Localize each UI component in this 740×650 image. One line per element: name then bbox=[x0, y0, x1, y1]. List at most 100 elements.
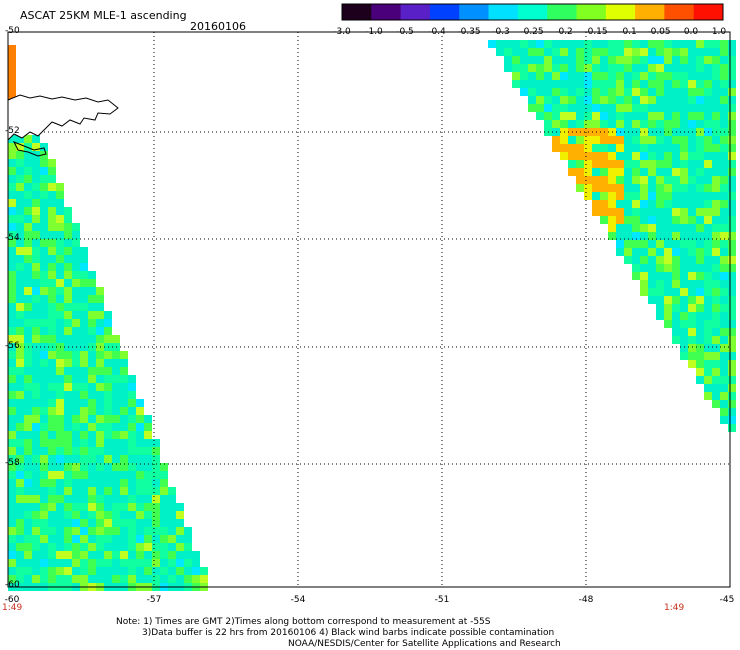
swath-cell bbox=[104, 383, 112, 391]
swath-cell bbox=[672, 336, 680, 344]
swath-cell bbox=[632, 216, 640, 224]
swath-cell bbox=[80, 431, 88, 439]
swath-cell bbox=[664, 192, 672, 200]
swath-cell bbox=[72, 231, 80, 239]
swath-cell bbox=[16, 479, 24, 487]
swath-cell bbox=[128, 391, 136, 399]
swath-cell bbox=[632, 120, 640, 128]
swath-cell bbox=[512, 80, 520, 88]
swath-cell bbox=[520, 64, 528, 72]
falkland-islands-coastline-2 bbox=[12, 141, 47, 157]
swath-cell bbox=[688, 352, 696, 360]
swath-cell bbox=[608, 136, 616, 144]
swath-cell bbox=[72, 279, 80, 287]
swath-cell bbox=[8, 207, 16, 215]
swath-cell bbox=[24, 199, 32, 207]
swath-cell bbox=[80, 551, 88, 559]
swath-cell bbox=[656, 248, 664, 256]
swath-cell bbox=[704, 392, 712, 400]
swath-cell bbox=[48, 519, 56, 527]
swath-cell bbox=[672, 184, 680, 192]
swath-cell bbox=[88, 303, 96, 311]
colorbar-label: -0.4 bbox=[428, 27, 446, 37]
swath-cell bbox=[96, 415, 104, 423]
swath-cell bbox=[48, 399, 56, 407]
swath-cell bbox=[608, 160, 616, 168]
swath-cell bbox=[88, 519, 96, 527]
swath-cell bbox=[520, 88, 528, 96]
swath-cell bbox=[624, 144, 632, 152]
swath-cell bbox=[80, 391, 88, 399]
swath-cell bbox=[152, 575, 160, 583]
swath-cell bbox=[72, 303, 80, 311]
swath-cell bbox=[96, 303, 104, 311]
swath-cell bbox=[96, 575, 104, 583]
swath-cell bbox=[16, 367, 24, 375]
swath-cell bbox=[8, 135, 16, 143]
swath-cell bbox=[56, 567, 64, 575]
swath-cell bbox=[64, 551, 72, 559]
swath-cell bbox=[728, 200, 736, 208]
swath-cell bbox=[592, 176, 600, 184]
swath-cell bbox=[80, 527, 88, 535]
swath-cell bbox=[64, 359, 72, 367]
swath-cell bbox=[648, 248, 656, 256]
swath-cell bbox=[712, 56, 720, 64]
swath-cell bbox=[608, 192, 616, 200]
swath-cell bbox=[584, 104, 592, 112]
swath-cell bbox=[48, 431, 56, 439]
lon-label: -48 bbox=[578, 595, 594, 605]
swath-cell bbox=[176, 551, 184, 559]
swath-cell bbox=[32, 503, 40, 511]
swath-cell bbox=[528, 104, 536, 112]
swath-cell bbox=[688, 96, 696, 104]
swath-cell bbox=[608, 200, 616, 208]
swath-cell bbox=[16, 559, 24, 567]
swath-cell bbox=[72, 399, 80, 407]
swath-cell bbox=[696, 200, 704, 208]
swath-cell bbox=[16, 519, 24, 527]
swath-cell bbox=[552, 144, 560, 152]
swath-cell bbox=[88, 455, 96, 463]
swath-cell bbox=[664, 40, 672, 48]
swath-cell bbox=[16, 463, 24, 471]
swath-cell bbox=[104, 463, 112, 471]
swath-cell bbox=[688, 176, 696, 184]
swath-cell bbox=[8, 175, 16, 183]
swath-cell bbox=[16, 327, 24, 335]
swath-cell bbox=[32, 543, 40, 551]
swath-cell bbox=[72, 271, 80, 279]
swath-cell bbox=[96, 527, 104, 535]
swath-cell bbox=[664, 232, 672, 240]
swath-cell bbox=[584, 176, 592, 184]
swath-cell bbox=[32, 415, 40, 423]
swath-cell bbox=[128, 543, 136, 551]
swath-cell bbox=[624, 232, 632, 240]
lon-label: -51 bbox=[434, 595, 450, 605]
swath-cell bbox=[544, 64, 552, 72]
swath-cell bbox=[664, 104, 672, 112]
swath-cell bbox=[48, 543, 56, 551]
swath-cell bbox=[56, 199, 64, 207]
swath-cell bbox=[512, 40, 520, 48]
swath-cell bbox=[136, 431, 144, 439]
swath-cell bbox=[536, 80, 544, 88]
swath-cell bbox=[184, 527, 192, 535]
swath-cell bbox=[184, 535, 192, 543]
swath-cell bbox=[128, 383, 136, 391]
swath-cell bbox=[56, 519, 64, 527]
swath-cell bbox=[640, 72, 648, 80]
swath-cell bbox=[608, 176, 616, 184]
swath-cell bbox=[72, 447, 80, 455]
swath-cell bbox=[128, 511, 136, 519]
swath-cell bbox=[728, 328, 736, 336]
swath-cell bbox=[88, 503, 96, 511]
swath-cell bbox=[664, 160, 672, 168]
swath-cell bbox=[728, 392, 736, 400]
swath-cell bbox=[632, 80, 640, 88]
swath-cell bbox=[624, 184, 632, 192]
swath-cell bbox=[648, 208, 656, 216]
swath-cell bbox=[56, 503, 64, 511]
colorbar-label: -0.5 bbox=[396, 27, 414, 37]
swath-cell bbox=[104, 511, 112, 519]
